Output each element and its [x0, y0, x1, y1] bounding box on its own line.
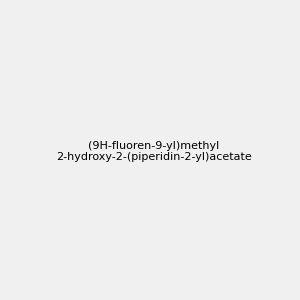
Text: (9H-fluoren-9-yl)methyl 2-hydroxy-2-(piperidin-2-yl)acetate: (9H-fluoren-9-yl)methyl 2-hydroxy-2-(pip… — [56, 141, 252, 162]
